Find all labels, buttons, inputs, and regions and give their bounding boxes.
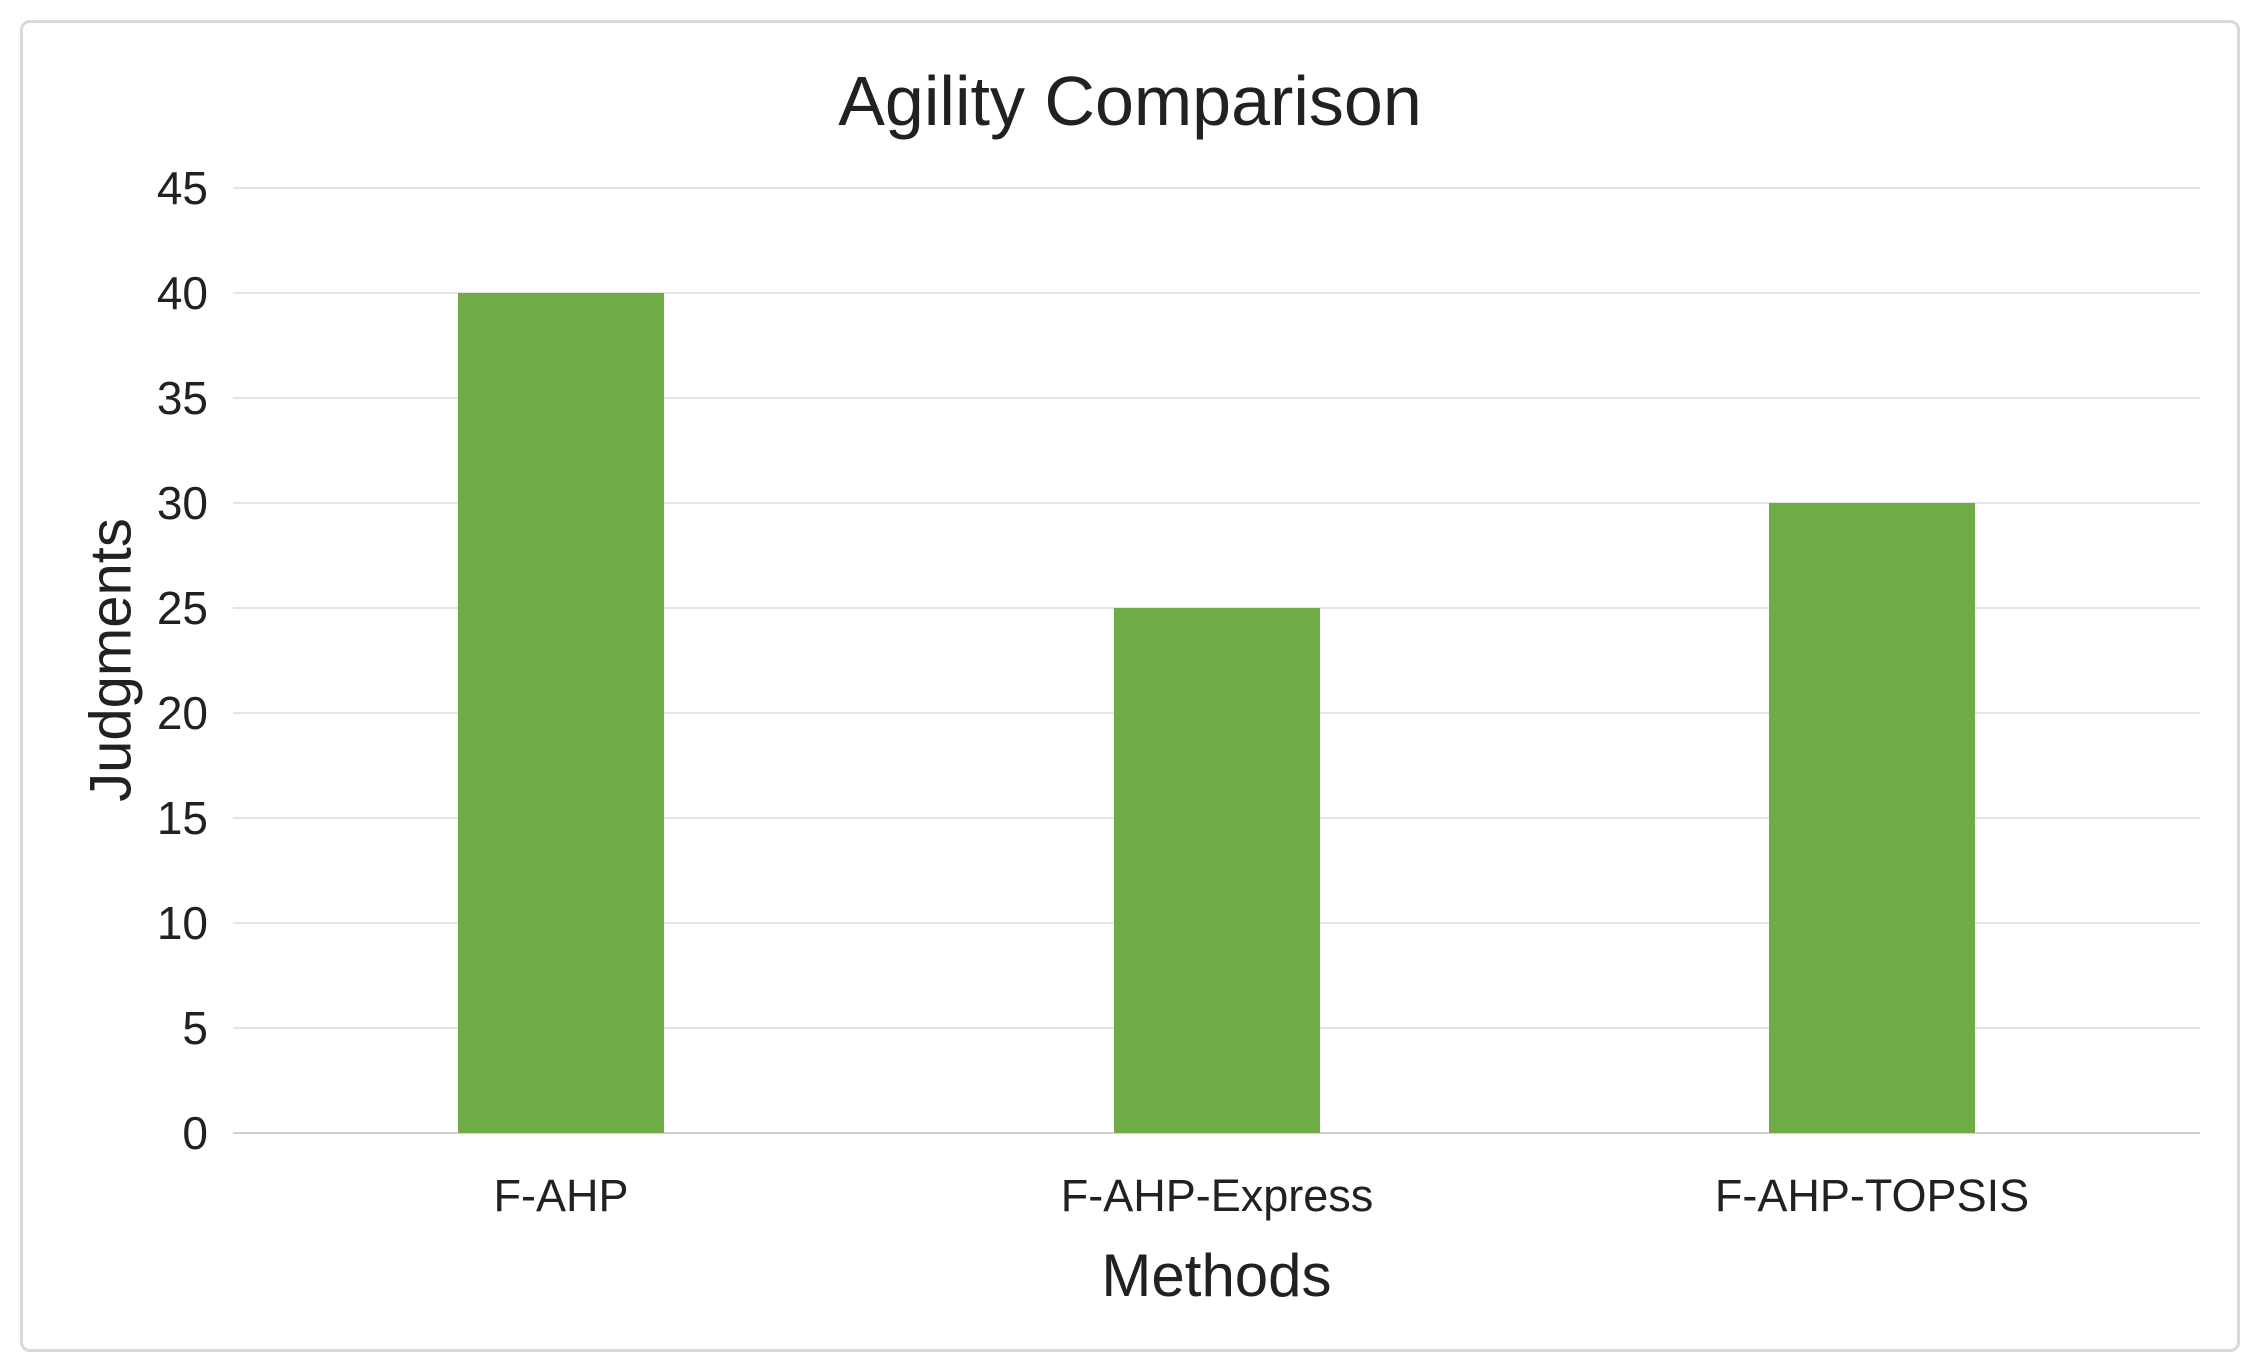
chart-frame: Agility Comparison Judgments 0 5 10 15 20 25 3… — [20, 20, 2240, 1352]
y-tick-label-5: 5 — [182, 1002, 208, 1054]
bar-f-ahp-express — [1114, 608, 1320, 1133]
x-category-label-f-ahp-express: F-AHP-Express — [1060, 1170, 1374, 1221]
y-tick-label-25: 25 — [156, 582, 208, 634]
y-tick-label-40: 40 — [156, 267, 208, 319]
x-axis-title: Methods — [1101, 1242, 1332, 1309]
gridline-40 — [233, 292, 2200, 294]
bar-f-ahp-topsis — [1769, 503, 1975, 1133]
bar-f-ahp — [458, 293, 664, 1133]
x-category-label-f-ahp-topsis: F-AHP-TOPSIS — [1714, 1170, 2030, 1221]
y-tick-label-0: 0 — [182, 1107, 208, 1159]
y-tick-label-15: 15 — [156, 792, 208, 844]
y-tick-label-10: 10 — [156, 897, 208, 949]
chart-title: Agility Comparison — [838, 62, 1422, 140]
x-category-label-f-ahp: F-AHP — [493, 1170, 629, 1221]
gridline-45 — [233, 187, 2200, 189]
y-tick-label-45: 45 — [156, 162, 208, 214]
y-tick-label-20: 20 — [156, 687, 208, 739]
y-axis-title: Judgments — [78, 518, 144, 802]
gridline-35 — [233, 397, 2200, 399]
plot-area — [233, 187, 2200, 1134]
y-tick-label-30: 30 — [156, 477, 208, 529]
gridline-0 — [233, 1132, 2200, 1134]
y-tick-label-35: 35 — [156, 372, 208, 424]
gridline-30 — [233, 502, 2200, 504]
x-axis-category-labels: F-AHP F-AHP-Express F-AHP-TOPSIS — [233, 1171, 2200, 1231]
